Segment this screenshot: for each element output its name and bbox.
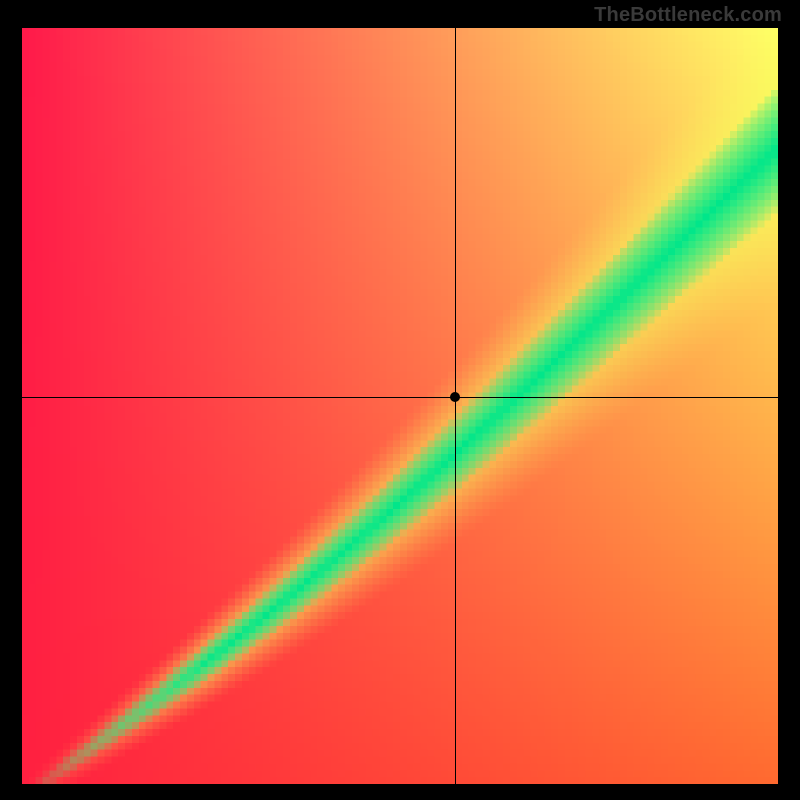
watermark-text: TheBottleneck.com xyxy=(594,4,782,27)
crosshair-vertical xyxy=(455,28,456,784)
heatmap-canvas xyxy=(22,28,778,784)
crosshair-marker xyxy=(450,392,460,402)
heatmap-plot-area xyxy=(22,28,778,784)
crosshair-horizontal xyxy=(22,397,778,398)
